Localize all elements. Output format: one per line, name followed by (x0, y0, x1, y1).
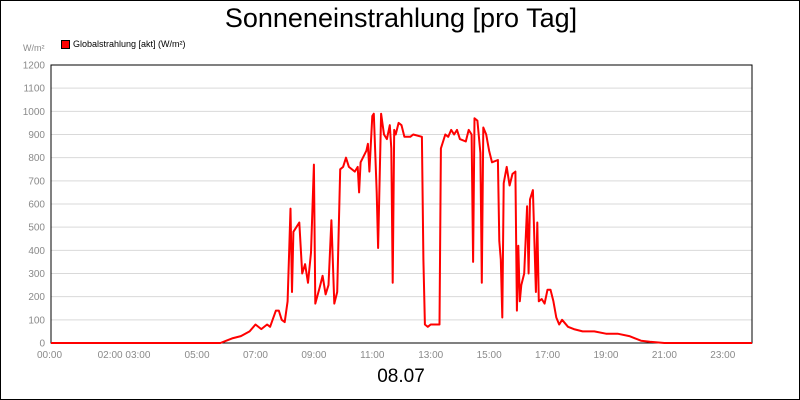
x-tick-label: 05:00 (185, 350, 210, 361)
x-tick-label: 07:00 (243, 350, 268, 361)
plot-area (50, 64, 753, 344)
series-layer (51, 112, 752, 344)
legend-swatch (61, 39, 70, 49)
y-tick-label: 0 (39, 339, 45, 350)
y-tick-label: 700 (28, 176, 45, 187)
y-tick-label: 300 (28, 269, 45, 280)
y-tick-label: 1000 (23, 107, 46, 118)
x-axis-date-label: 08.07 (377, 366, 425, 387)
axis-ticks: 0 100 200 300 400 500 600 700 800 900 1000 1100 1200… (23, 61, 736, 362)
x-tick-label: 02:00 03:00 (98, 350, 151, 361)
y-tick-label: 1100 (23, 84, 45, 95)
series-line-globalstrahlung (51, 112, 752, 344)
y-axis-unit: W/m² (23, 43, 45, 53)
x-tick-label: 00:00 (37, 350, 62, 361)
y-tick-label: 400 (28, 246, 45, 257)
y-tick-label: 500 (28, 223, 45, 234)
y-tick-label: 200 (28, 292, 45, 303)
x-tick-label: 11:00 (360, 350, 385, 361)
x-tick-label: 19:00 (593, 350, 618, 361)
x-tick-label: 23:00 (710, 350, 735, 361)
y-tick-label: 800 (28, 153, 45, 164)
legend: Globalstrahlung [akt] (W/m²) (61, 39, 186, 49)
y-tick-label: 100 (28, 315, 45, 326)
x-tick-label: 13:00 (418, 350, 443, 361)
x-tick-label: 17:00 (535, 350, 560, 361)
legend-label: Globalstrahlung [akt] (W/m²) (73, 39, 186, 49)
y-tick-label: 1200 (23, 61, 46, 72)
x-tick-label: 09:00 (301, 350, 326, 361)
x-tick-label: 21:00 (652, 350, 677, 361)
x-tick-label: 15:00 (477, 350, 502, 361)
y-tick-label: 900 (28, 130, 45, 141)
y-tick-label: 600 (28, 200, 45, 211)
grid (51, 64, 752, 344)
chart-title: Sonneneinstrahlung [pro Tag] (224, 3, 578, 33)
